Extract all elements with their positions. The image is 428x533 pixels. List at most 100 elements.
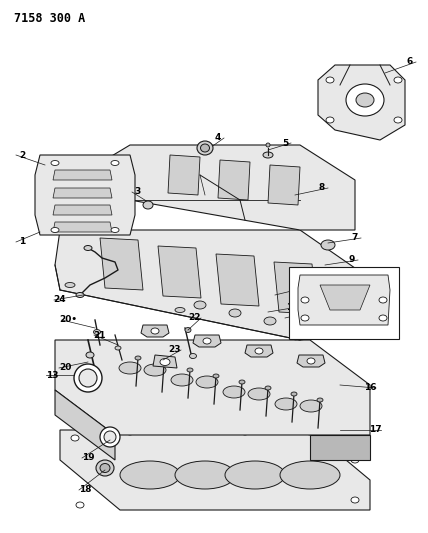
- Ellipse shape: [326, 117, 334, 123]
- Ellipse shape: [255, 348, 263, 354]
- Text: 3: 3: [135, 188, 141, 197]
- Ellipse shape: [51, 228, 59, 232]
- Ellipse shape: [379, 297, 387, 303]
- Ellipse shape: [126, 429, 134, 435]
- Ellipse shape: [96, 460, 114, 476]
- Ellipse shape: [160, 359, 170, 366]
- Ellipse shape: [290, 333, 300, 337]
- Polygon shape: [297, 355, 325, 367]
- Polygon shape: [100, 238, 143, 290]
- Ellipse shape: [321, 240, 335, 250]
- Ellipse shape: [111, 160, 119, 166]
- Ellipse shape: [104, 431, 116, 443]
- Ellipse shape: [51, 160, 59, 166]
- Polygon shape: [268, 165, 300, 205]
- Ellipse shape: [346, 84, 384, 116]
- Polygon shape: [153, 355, 177, 368]
- Text: 13: 13: [322, 294, 334, 303]
- Text: 1: 1: [19, 238, 25, 246]
- Text: 15: 15: [286, 303, 298, 311]
- Text: 24: 24: [54, 295, 66, 304]
- Ellipse shape: [143, 201, 153, 209]
- Ellipse shape: [175, 308, 185, 312]
- Ellipse shape: [187, 368, 193, 372]
- Polygon shape: [216, 254, 259, 306]
- Ellipse shape: [76, 502, 84, 508]
- Polygon shape: [218, 160, 250, 200]
- Text: 6: 6: [407, 58, 413, 67]
- Ellipse shape: [326, 77, 334, 83]
- Ellipse shape: [248, 388, 270, 400]
- Ellipse shape: [171, 374, 193, 386]
- Text: 7158 300 A: 7158 300 A: [14, 12, 85, 25]
- Polygon shape: [141, 325, 169, 337]
- Ellipse shape: [275, 398, 297, 410]
- Text: 21: 21: [94, 330, 106, 340]
- Text: 11: 11: [299, 308, 311, 317]
- Ellipse shape: [100, 427, 120, 447]
- Ellipse shape: [74, 364, 102, 392]
- Text: 23: 23: [169, 345, 181, 354]
- Polygon shape: [53, 205, 112, 215]
- Polygon shape: [168, 155, 200, 195]
- Ellipse shape: [76, 293, 84, 297]
- Text: 18: 18: [79, 486, 91, 495]
- Ellipse shape: [144, 364, 166, 376]
- Text: 13: 13: [46, 370, 58, 379]
- Ellipse shape: [161, 362, 167, 366]
- Polygon shape: [53, 222, 112, 232]
- Polygon shape: [35, 155, 135, 235]
- Polygon shape: [298, 275, 390, 325]
- Text: 2: 2: [19, 150, 25, 159]
- Text: 12: 12: [292, 284, 304, 293]
- Polygon shape: [60, 430, 370, 510]
- Text: 19: 19: [82, 454, 94, 463]
- Polygon shape: [318, 65, 405, 140]
- Text: 20•: 20•: [59, 316, 77, 325]
- Ellipse shape: [225, 461, 285, 489]
- Ellipse shape: [79, 369, 97, 387]
- Ellipse shape: [304, 294, 326, 316]
- Ellipse shape: [223, 386, 245, 398]
- Ellipse shape: [229, 309, 241, 317]
- Ellipse shape: [307, 358, 315, 364]
- Text: 4: 4: [215, 133, 221, 142]
- Ellipse shape: [264, 317, 276, 325]
- Ellipse shape: [86, 352, 94, 358]
- Ellipse shape: [151, 328, 159, 334]
- Ellipse shape: [351, 457, 359, 463]
- Ellipse shape: [394, 117, 402, 123]
- Polygon shape: [320, 285, 370, 310]
- Ellipse shape: [291, 392, 297, 396]
- FancyBboxPatch shape: [289, 267, 399, 339]
- Ellipse shape: [197, 141, 213, 155]
- Ellipse shape: [306, 429, 314, 435]
- Polygon shape: [55, 390, 115, 460]
- Ellipse shape: [65, 282, 75, 287]
- Ellipse shape: [239, 380, 245, 384]
- Text: 17: 17: [369, 425, 381, 434]
- Text: 20: 20: [59, 364, 71, 373]
- Ellipse shape: [203, 338, 211, 344]
- Ellipse shape: [351, 497, 359, 503]
- Ellipse shape: [263, 152, 273, 158]
- Polygon shape: [55, 340, 370, 435]
- Ellipse shape: [394, 77, 402, 83]
- Ellipse shape: [175, 461, 235, 489]
- Polygon shape: [193, 335, 221, 347]
- Ellipse shape: [299, 325, 311, 333]
- Ellipse shape: [200, 144, 209, 152]
- Ellipse shape: [309, 298, 321, 311]
- Ellipse shape: [100, 464, 110, 472]
- Polygon shape: [310, 435, 370, 460]
- Polygon shape: [274, 262, 317, 314]
- Ellipse shape: [185, 327, 191, 333]
- Ellipse shape: [120, 461, 180, 489]
- Ellipse shape: [115, 346, 121, 350]
- Polygon shape: [80, 145, 355, 230]
- Ellipse shape: [266, 143, 270, 147]
- Ellipse shape: [317, 398, 323, 402]
- Ellipse shape: [84, 246, 92, 251]
- Text: 5: 5: [282, 139, 288, 148]
- Ellipse shape: [213, 374, 219, 378]
